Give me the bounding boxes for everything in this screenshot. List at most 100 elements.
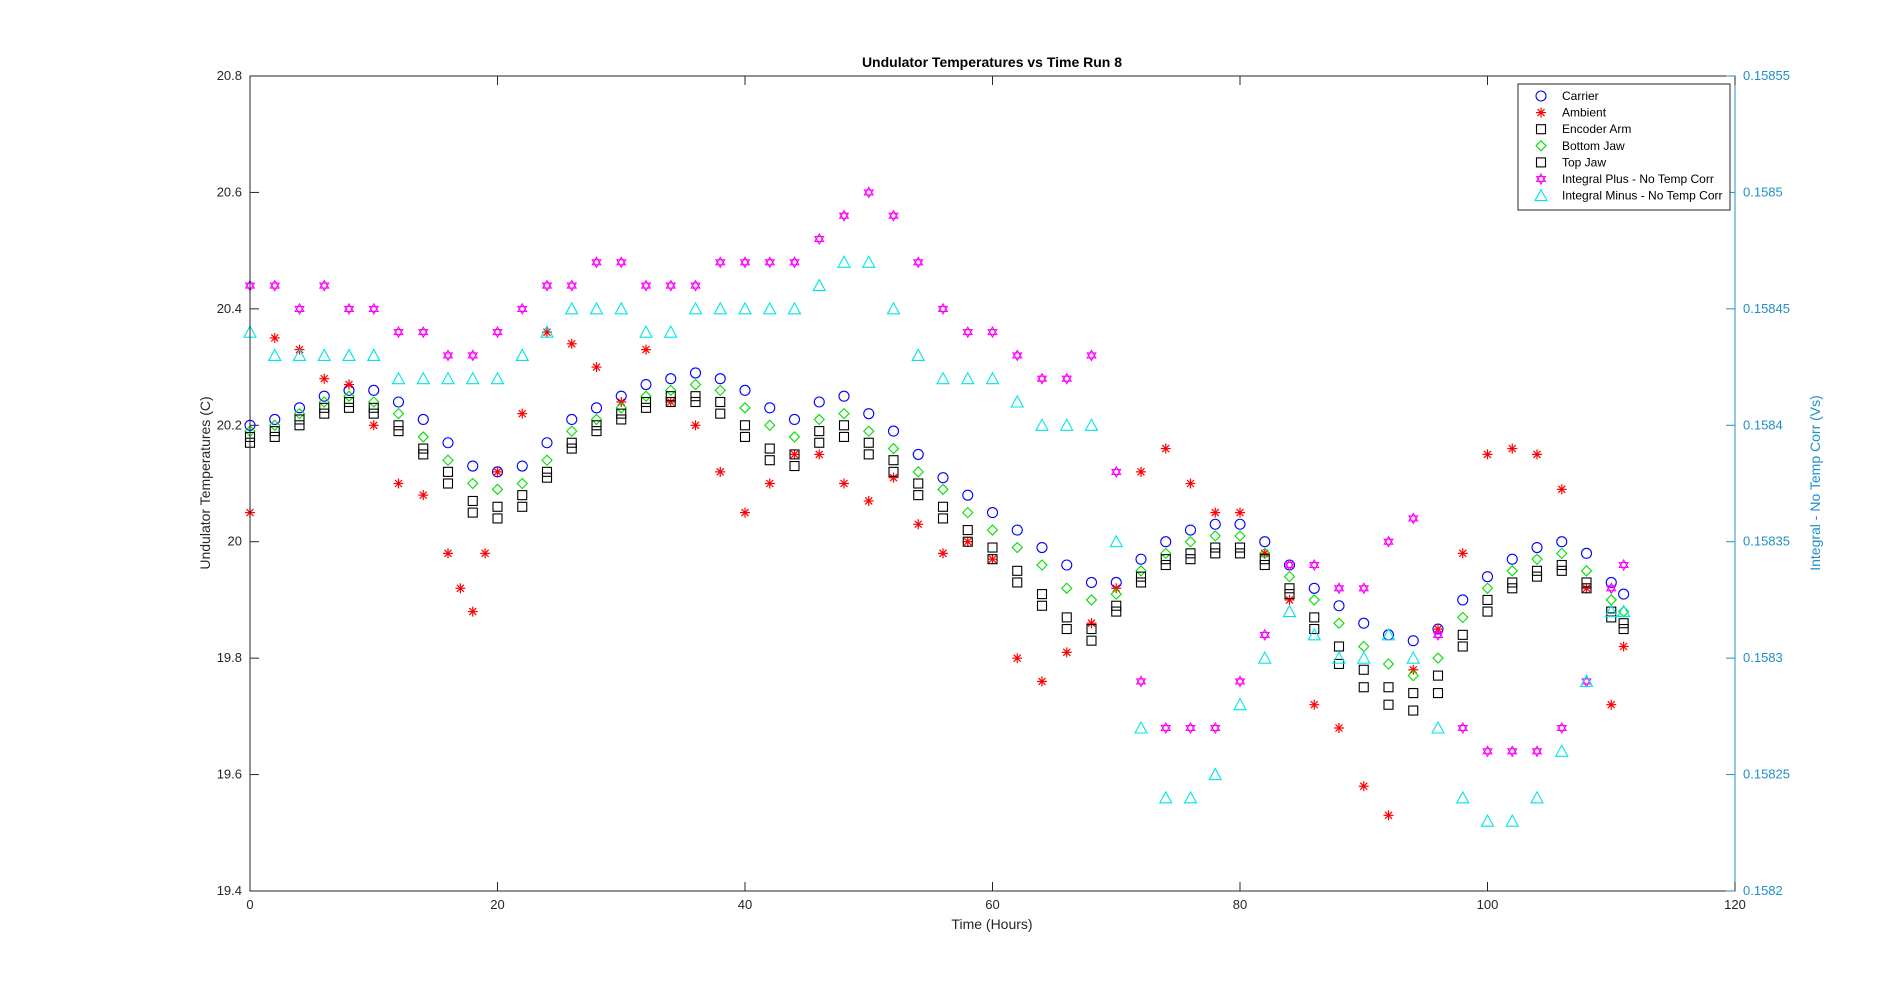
- data-point: [292, 348, 307, 361]
- data-point: [665, 397, 676, 407]
- data-point: [1086, 635, 1097, 646]
- data-point: [317, 348, 332, 361]
- data-point: [862, 425, 875, 437]
- data-point: [455, 583, 466, 594]
- data-point: [1407, 635, 1419, 647]
- data-point: [517, 490, 528, 501]
- legend-label: Bottom Jaw: [1562, 139, 1625, 153]
- data-point: [416, 371, 431, 385]
- data-point: [739, 256, 751, 269]
- data-point: [863, 495, 874, 506]
- data-point: [641, 344, 651, 355]
- data-point: [1210, 507, 1221, 518]
- data-point: [1284, 558, 1295, 572]
- data-point: [863, 449, 874, 460]
- data-point: [664, 384, 677, 397]
- data-point: [888, 455, 899, 466]
- data-point: [814, 426, 825, 437]
- data-point: [516, 477, 529, 490]
- data-point: [1333, 658, 1345, 670]
- data-point: [938, 548, 948, 559]
- y-axis-label: Undulator Temperatures (C): [197, 396, 213, 569]
- data-point: [1259, 548, 1270, 559]
- data-point: [1506, 745, 1518, 758]
- y2-tick-label: 0.15835: [1743, 534, 1790, 549]
- data-point: [293, 402, 306, 414]
- data-point: [541, 472, 553, 483]
- data-point: [1233, 697, 1247, 711]
- data-point: [1036, 559, 1048, 571]
- data-point: [1357, 640, 1370, 653]
- data-point: [1556, 565, 1567, 576]
- data-point: [1309, 612, 1320, 623]
- data-point: [467, 606, 478, 617]
- data-point: [589, 301, 604, 315]
- data-point: [1505, 813, 1520, 827]
- data-point: [837, 255, 851, 268]
- data-point: [962, 536, 973, 547]
- data-point: [344, 379, 354, 390]
- legend-marker: [1534, 188, 1548, 202]
- data-point: [467, 495, 478, 507]
- data-point: [1160, 721, 1172, 735]
- data-point: [1358, 682, 1369, 693]
- x-tick-label: 60: [985, 897, 999, 912]
- data-point: [961, 506, 974, 519]
- data-point: [441, 371, 455, 385]
- data-point: [986, 507, 999, 519]
- data-point: [442, 349, 454, 362]
- data-point: [863, 408, 875, 420]
- data-point: [1482, 606, 1493, 617]
- legend-entry: Bottom Jaw: [1535, 139, 1625, 153]
- data-point: [368, 420, 379, 431]
- y-tick-label: 19.8: [217, 650, 242, 665]
- data-point: [813, 413, 826, 426]
- data-point: [1383, 682, 1394, 693]
- data-point: [1309, 699, 1320, 710]
- y-tick-label: 20.4: [217, 301, 242, 316]
- data-point: [480, 548, 491, 559]
- y2-tick-label: 0.15855: [1743, 68, 1790, 83]
- data-point: [1556, 536, 1568, 548]
- data-point: [491, 483, 504, 496]
- data-point: [640, 279, 652, 292]
- data-point: [591, 362, 602, 373]
- data-point: [1210, 548, 1221, 559]
- data-point: [1085, 576, 1098, 589]
- data-point: [740, 507, 750, 518]
- data-point: [789, 449, 800, 460]
- data-point: [688, 301, 703, 315]
- legend-marker: [1535, 172, 1547, 186]
- data-point: [1606, 612, 1617, 623]
- data-point: [1235, 507, 1245, 518]
- data-point: [269, 279, 281, 292]
- legend-label: Carrier: [1562, 89, 1599, 103]
- data-point: [665, 391, 676, 402]
- data-point: [1035, 418, 1049, 431]
- x-axis: 0 20 40 60 80 100 120: [246, 76, 1746, 912]
- data-point: [367, 396, 380, 408]
- data-point: [813, 232, 825, 246]
- data-point: [1604, 604, 1619, 618]
- data-point: [492, 501, 503, 512]
- data-point: [762, 301, 777, 315]
- data-point: [1012, 653, 1023, 664]
- data-point: [1481, 571, 1494, 583]
- data-point: [1257, 650, 1272, 664]
- data-point: [269, 332, 280, 343]
- data-point: [787, 301, 802, 315]
- data-point: [616, 408, 627, 419]
- data-point: [789, 256, 800, 269]
- data-point: [739, 384, 751, 396]
- y2-tick-label: 0.1583: [1743, 650, 1783, 665]
- data-point: [640, 396, 652, 408]
- data-point: [739, 420, 751, 431]
- data-point: [937, 513, 949, 524]
- data-point: [1531, 745, 1543, 758]
- data-point: [516, 460, 528, 472]
- data-point: [1160, 536, 1172, 548]
- data-point: [1011, 349, 1023, 362]
- legend-entry: Encoder Arm: [1535, 122, 1631, 136]
- series-0: [244, 367, 1630, 647]
- series-1: [245, 327, 1629, 821]
